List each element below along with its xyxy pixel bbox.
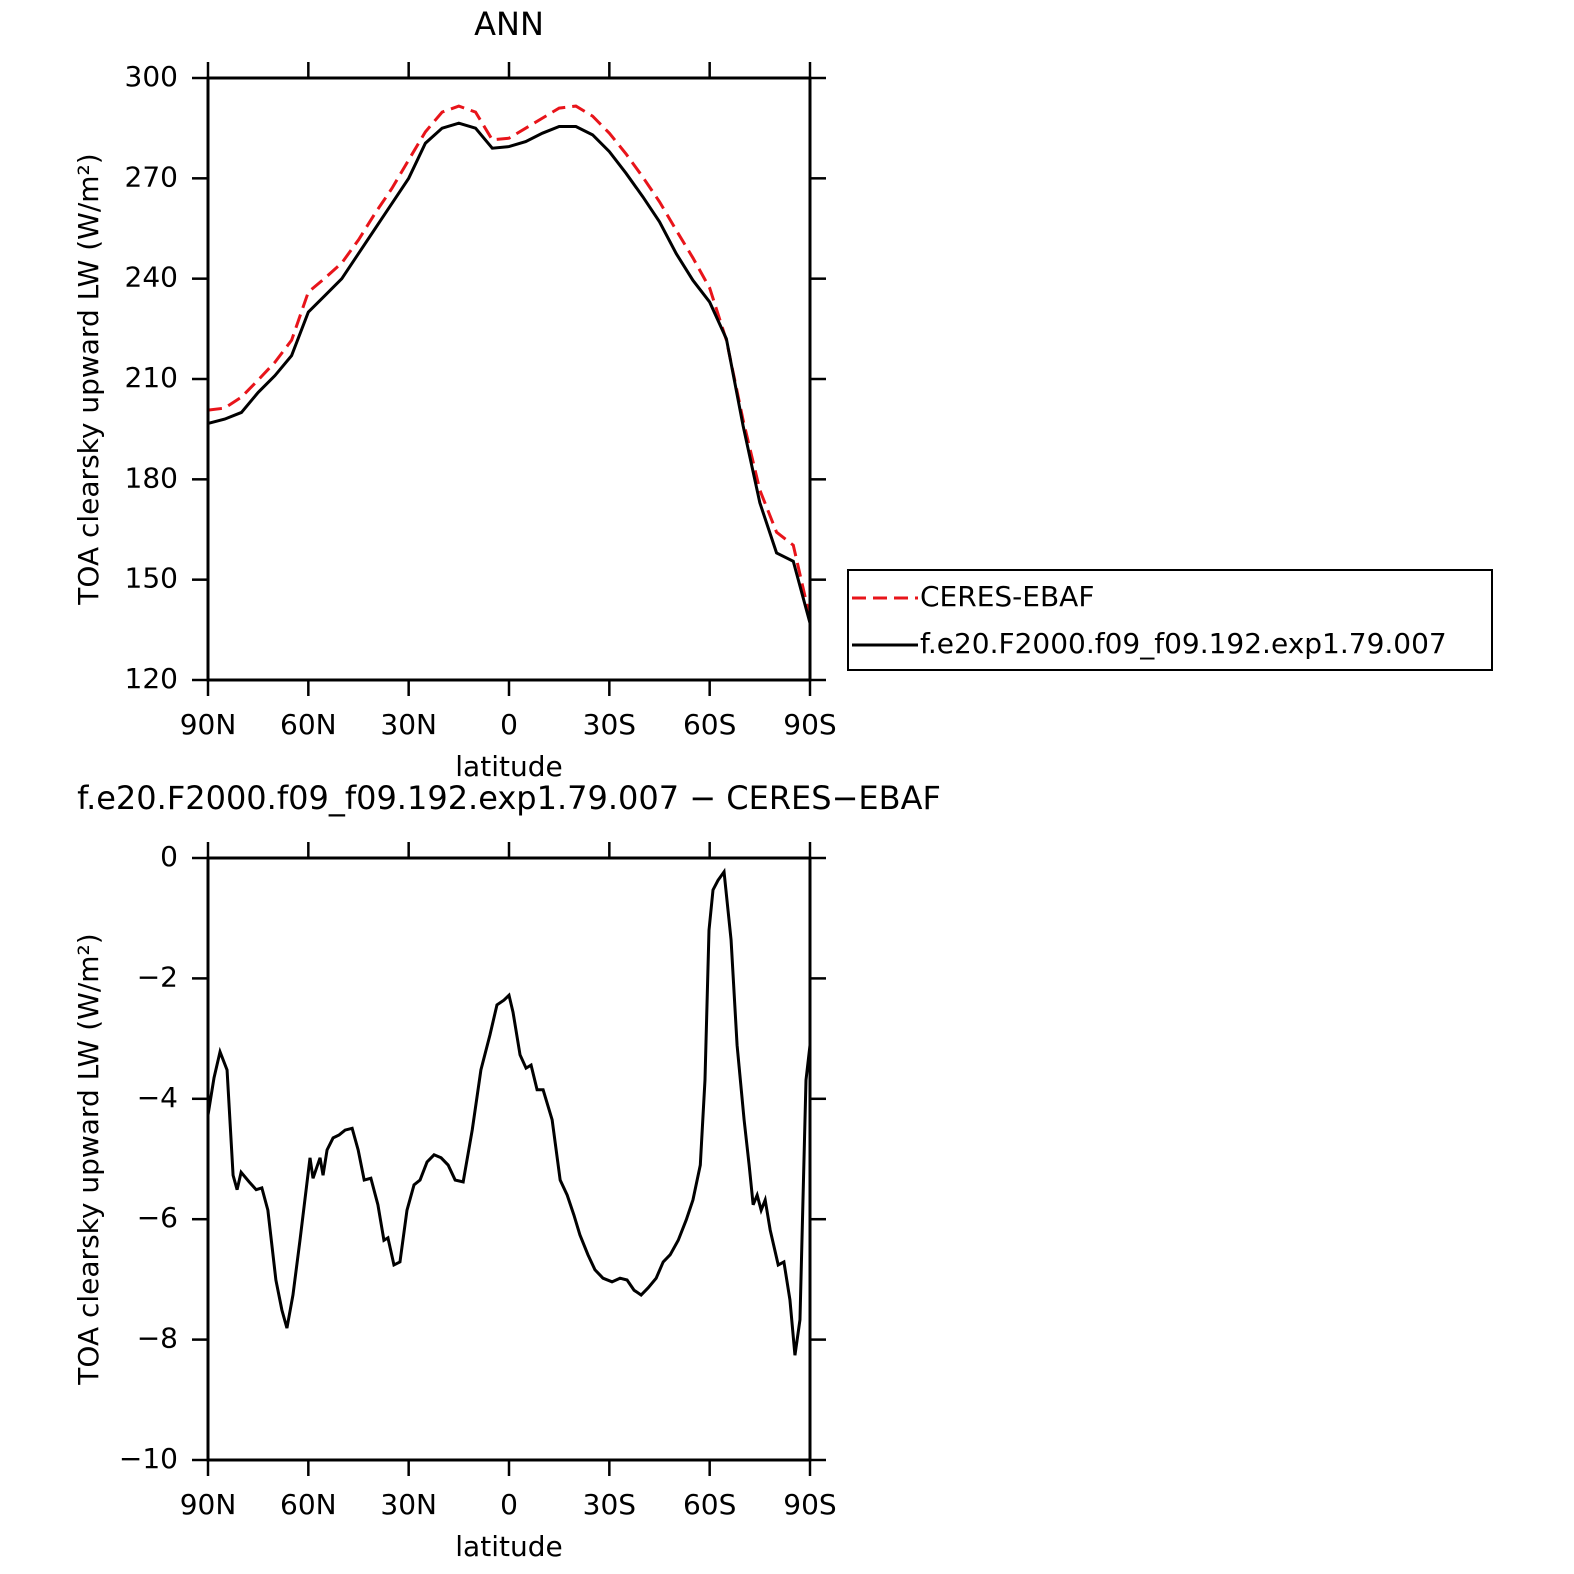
plot-frame — [206, 856, 812, 1462]
x-axis-label: latitude — [455, 1530, 562, 1563]
x-tick-label: 60N — [280, 1488, 337, 1521]
chart-title: f.e20.F2000.f09_f09.192.exp1.79.007 − CE… — [77, 779, 941, 817]
y-tick-label: −2 — [137, 960, 178, 993]
x-tick-label: 0 — [500, 708, 518, 741]
x-axis-label: latitude — [455, 750, 562, 783]
plot-frame — [206, 76, 812, 682]
x-tick-label: 90S — [783, 1488, 836, 1521]
x-tick-label: 90S — [783, 708, 836, 741]
y-tick-label: −10 — [119, 1442, 178, 1475]
x-tick-label: 0 — [500, 1488, 518, 1521]
legend-label: CERES-EBAF — [920, 580, 1094, 613]
y-tick-label: 300 — [125, 60, 178, 93]
y-tick-label: 180 — [125, 461, 178, 494]
x-tick-label: 30S — [583, 708, 636, 741]
data-line — [206, 867, 812, 1356]
x-tick-label: 60S — [683, 708, 736, 741]
y-tick-label: 0 — [160, 840, 178, 873]
x-tick-label: 30N — [380, 1488, 437, 1521]
y-axis-label: TOA clearsky upward LW (W/m²) — [72, 933, 105, 1385]
x-tick-label: 30S — [583, 1488, 636, 1521]
legend-box — [847, 569, 1493, 671]
y-tick-label: −4 — [137, 1081, 178, 1114]
y-tick-label: 150 — [125, 562, 178, 595]
y-tick-label: 210 — [125, 361, 178, 394]
chart-title: ANN — [474, 5, 544, 43]
y-tick-label: −6 — [137, 1201, 178, 1234]
x-tick-label: 60N — [280, 708, 337, 741]
x-tick-label: 30N — [380, 708, 437, 741]
y-tick-label: 120 — [125, 662, 178, 695]
y-axis-label: TOA clearsky upward LW (W/m²) — [72, 153, 105, 605]
y-tick-label: 240 — [125, 261, 178, 294]
data-line — [207, 121, 812, 624]
x-tick-label: 90N — [180, 1488, 237, 1521]
y-tick-label: 270 — [125, 160, 178, 193]
legend-label: f.e20.F2000.f09_f09.192.exp1.79.007 — [920, 627, 1447, 660]
x-tick-label: 90N — [180, 708, 237, 741]
x-tick-label: 60S — [683, 1488, 736, 1521]
y-tick-label: −8 — [137, 1322, 178, 1355]
data-line — [207, 104, 812, 619]
